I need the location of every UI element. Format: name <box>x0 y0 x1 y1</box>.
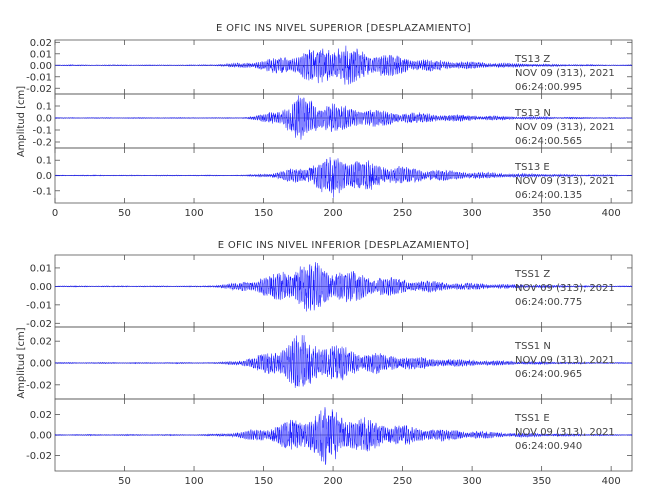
x-tick-label: 200 <box>324 476 343 487</box>
waveform-line <box>54 45 633 85</box>
date-label: NOV 09 (313), 2021 <box>515 68 615 79</box>
time-label: 06:24:00.940 <box>515 441 582 452</box>
trace-panel-TSS1-N: 0.02 0.00 -0.02 TSS1 N NOV 09 (313), 2021 06:… <box>26 326 633 400</box>
date-label: NOV 09 (313), 2021 <box>515 176 615 187</box>
waveform-line <box>54 157 633 198</box>
time-label: 06:24:00.775 <box>515 297 582 308</box>
y-tick-label: 0.02 <box>30 337 52 348</box>
x-tick-label: 400 <box>602 208 621 219</box>
y-tick-label: -0.2 <box>32 138 52 149</box>
y-tick-label: 0.0 <box>36 171 52 182</box>
y-tick-label: 0.02 <box>30 410 52 421</box>
x-tick-label: 350 <box>532 476 551 487</box>
station-label: TSS1 E <box>514 413 550 424</box>
x-tick-label: 400 <box>602 476 621 487</box>
x-tick-label: 150 <box>254 208 273 219</box>
x-tick-label: 100 <box>184 208 203 219</box>
y-tick-label: 0.01 <box>30 49 52 60</box>
x-tick-label: 0 <box>52 208 58 219</box>
waveform-line <box>54 95 633 140</box>
x-tick-label: 50 <box>118 476 131 487</box>
trace-panel-TSS1-E: 0.02 0.00 -0.02 TSS1 E NOV 09 (313), 2021 06:… <box>26 398 633 472</box>
y-tick-label: 0.1 <box>36 156 52 167</box>
chart-1: E OFIC INS NIVEL SUPERIOR [DESPLAZAMIENT… <box>16 23 633 219</box>
waveform-line <box>54 262 633 312</box>
y-tick-label: 0.01 <box>30 263 52 274</box>
time-label: 06:24:00.965 <box>515 369 582 380</box>
x-tick-label: 200 <box>324 208 343 219</box>
time-label: 06:24:00.135 <box>515 190 582 201</box>
trace-panel-TS13-Z: 0.020.010.00-0.01-0.02 TS13 Z NOV 09 (313)… <box>26 38 633 95</box>
y-tick-label: -0.02 <box>26 84 52 95</box>
y-tick-label: -0.01 <box>26 72 52 83</box>
station-label: TSS1 N <box>514 341 551 352</box>
y-tick-label: -0.02 <box>26 380 52 391</box>
x-tick-label: 150 <box>254 476 273 487</box>
y-tick-label: -0.1 <box>32 186 52 197</box>
date-label: NOV 09 (313), 2021 <box>515 283 615 294</box>
y-tick-label: 0.0 <box>36 114 52 125</box>
y-tick-label: 0.00 <box>30 61 52 72</box>
waveform-line <box>54 407 633 465</box>
x-tick-label: 50 <box>118 208 131 219</box>
y-axis-label: Amplitud [cm] <box>16 327 27 398</box>
y-tick-label: 0.00 <box>30 359 52 370</box>
chart-title: E OFIC INS NIVEL SUPERIOR [DESPLAZAMIENT… <box>216 23 471 34</box>
date-label: NOV 09 (313), 2021 <box>515 355 615 366</box>
trace-panel-TS13-N: 0.10.0-0.1-0.2 TS13 N NOV 09 (313), 2021 06… <box>32 93 633 149</box>
time-label: 06:24:00.565 <box>515 136 582 147</box>
x-tick-label: 100 <box>184 476 203 487</box>
date-label: NOV 09 (313), 2021 <box>515 427 615 438</box>
x-tick-label: 250 <box>393 208 412 219</box>
station-label: TS13 Z <box>514 54 550 65</box>
waveform-line <box>54 335 633 388</box>
y-tick-label: 0.1 <box>36 102 52 113</box>
y-tick-label: -0.02 <box>26 451 52 462</box>
y-axis-label: Amplitud [cm] <box>16 86 27 157</box>
chart-title: E OFIC INS NIVEL INFERIOR [DESPLAZAMIENT… <box>218 240 469 251</box>
y-tick-label: -0.01 <box>26 300 52 311</box>
station-label: TS13 E <box>514 162 550 173</box>
y-tick-label: -0.02 <box>26 319 52 330</box>
chart-2: E OFIC INS NIVEL INFERIOR [DESPLAZAMIENT… <box>16 240 633 487</box>
y-tick-label: -0.1 <box>32 126 52 137</box>
trace-panel-TSS1-Z: 0.01 0.00 -0.01 -0.02 TSS1 Z NOV 09 (313), 20… <box>26 254 633 330</box>
x-tick-label: 350 <box>532 208 551 219</box>
y-tick-label: 0.00 <box>30 282 52 293</box>
x-tick-label: 300 <box>463 208 482 219</box>
x-tick-label: 250 <box>393 476 412 487</box>
date-label: NOV 09 (313), 2021 <box>515 122 615 133</box>
time-label: 06:24:00.995 <box>515 82 582 93</box>
station-label: TSS1 Z <box>514 269 550 280</box>
trace-panel-TS13-E: 0.1 0.0 -0.1 TS13 E NOV 09 (313), 2021 06:24:… <box>32 147 633 204</box>
x-tick-label: 300 <box>463 476 482 487</box>
y-tick-label: 0.02 <box>30 38 52 49</box>
y-tick-label: 0.00 <box>30 431 52 442</box>
station-label: TS13 N <box>514 108 551 119</box>
